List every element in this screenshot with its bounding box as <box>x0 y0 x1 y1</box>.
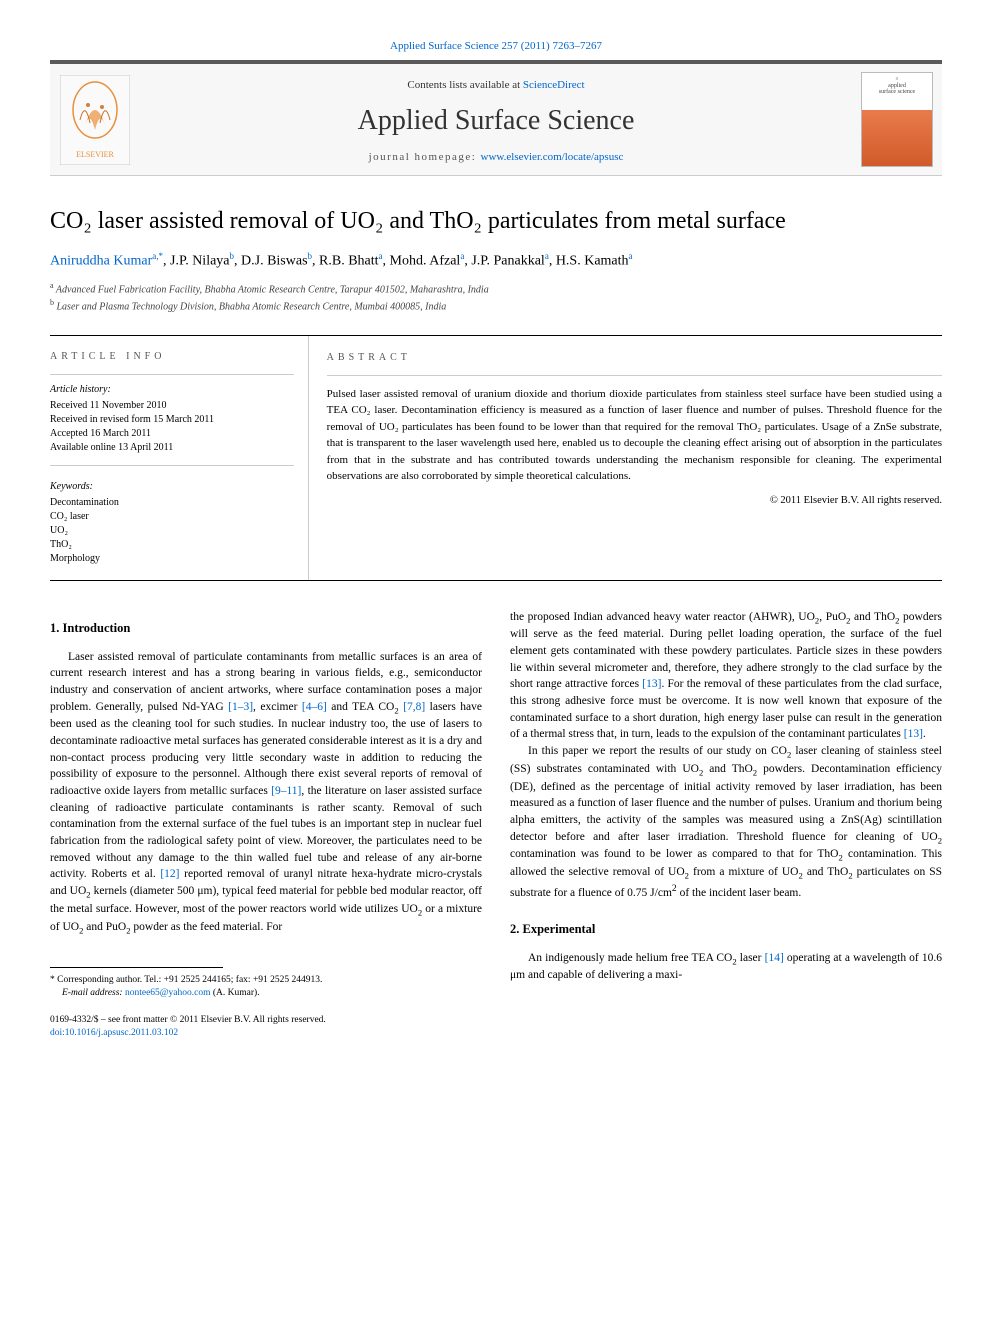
journal-header: ELSEVIER Contents lists available at Sci… <box>50 60 942 176</box>
body-paragraph: Laser assisted removal of particulate co… <box>50 649 482 937</box>
email-link[interactable]: nontee65@yahoo.com <box>125 988 211 998</box>
history-item: Available online 13 April 2011 <box>50 441 294 455</box>
svg-text:ELSEVIER: ELSEVIER <box>76 150 114 159</box>
abstract-label: abstract <box>327 350 942 365</box>
issue-citation[interactable]: Applied Surface Science 257 (2011) 7263–… <box>50 40 942 52</box>
article-title: CO₂ laser assisted removal of UO₂ and Th… <box>50 206 942 237</box>
ref-link[interactable]: [13] <box>904 728 923 740</box>
homepage-link[interactable]: www.elsevier.com/locate/apsusc <box>481 151 624 163</box>
cover-thumbnail: ≡ applied surface science <box>852 64 942 175</box>
history-item: Received 11 November 2010 <box>50 399 294 413</box>
keyword: Morphology <box>50 552 294 566</box>
doi-block: 0169-4332/$ – see front matter © 2011 El… <box>50 1014 482 1041</box>
history-label: Article history: <box>50 383 294 397</box>
author: J.P. Panakkal <box>471 254 545 269</box>
keyword: ThO₂ <box>50 538 294 552</box>
footnote-separator <box>50 967 223 968</box>
history-item: Received in revised form 15 March 2011 <box>50 413 294 427</box>
keyword: Decontamination <box>50 496 294 510</box>
author: H.S. Kamath <box>556 254 629 269</box>
keywords-label: Keywords: <box>50 480 294 494</box>
body-paragraph: In this paper we report the results of o… <box>510 743 942 902</box>
abstract-column: abstract Pulsed laser assisted removal o… <box>309 336 942 580</box>
corresponding-author-footnote: * Corresponding author. Tel.: +91 2525 2… <box>50 974 482 1001</box>
elsevier-logo: ELSEVIER <box>50 64 140 175</box>
journal-title: Applied Surface Science <box>140 105 852 137</box>
article-info-column: article info Article history: Received 1… <box>50 336 309 580</box>
doi-link[interactable]: doi:10.1016/j.apsusc.2011.03.102 <box>50 1027 482 1040</box>
keyword: UO₂ <box>50 524 294 538</box>
ref-link[interactable]: [12] <box>160 868 179 880</box>
author: J.P. Nilaya <box>170 254 230 269</box>
affiliations: a Advanced Fuel Fabrication Facility, Bh… <box>50 280 942 315</box>
author: R.B. Bhatt <box>319 254 379 269</box>
journal-homepage: journal homepage: www.elsevier.com/locat… <box>140 151 852 163</box>
authors-list: Aniruddha Kumara,*, J.P. Nilayab, D.J. B… <box>50 251 942 270</box>
ref-link[interactable]: [14] <box>765 952 784 964</box>
abstract-copyright: © 2011 Elsevier B.V. All rights reserved… <box>327 493 942 509</box>
section-heading-intro: 1. Introduction <box>50 619 482 637</box>
section-heading-experimental: 2. Experimental <box>510 920 942 938</box>
author-link[interactable]: Aniruddha Kumar <box>50 254 152 269</box>
body-column-right: the proposed Indian advanced heavy water… <box>510 609 942 1041</box>
ref-link[interactable]: [7,8] <box>403 701 425 713</box>
abstract-text: Pulsed laser assisted removal of uranium… <box>327 386 942 485</box>
body-paragraph: the proposed Indian advanced heavy water… <box>510 609 942 744</box>
body-paragraph: An indigenously made helium free TEA CO2… <box>510 950 942 984</box>
sciencedirect-link[interactable]: ScienceDirect <box>523 79 585 91</box>
author: D.J. Biswas <box>241 254 308 269</box>
ref-link[interactable]: [9–11] <box>271 785 301 797</box>
article-info-label: article info <box>50 350 294 364</box>
ref-link[interactable]: [1–3] <box>228 701 253 713</box>
keyword: CO₂ laser <box>50 510 294 524</box>
body-column-left: 1. Introduction Laser assisted removal o… <box>50 609 482 1041</box>
author: Mohd. Afzal <box>390 254 461 269</box>
history-item: Accepted 16 March 2011 <box>50 427 294 441</box>
ref-link[interactable]: [4–6] <box>302 701 327 713</box>
contents-available: Contents lists available at ScienceDirec… <box>140 79 852 91</box>
ref-link[interactable]: [13] <box>642 678 661 690</box>
